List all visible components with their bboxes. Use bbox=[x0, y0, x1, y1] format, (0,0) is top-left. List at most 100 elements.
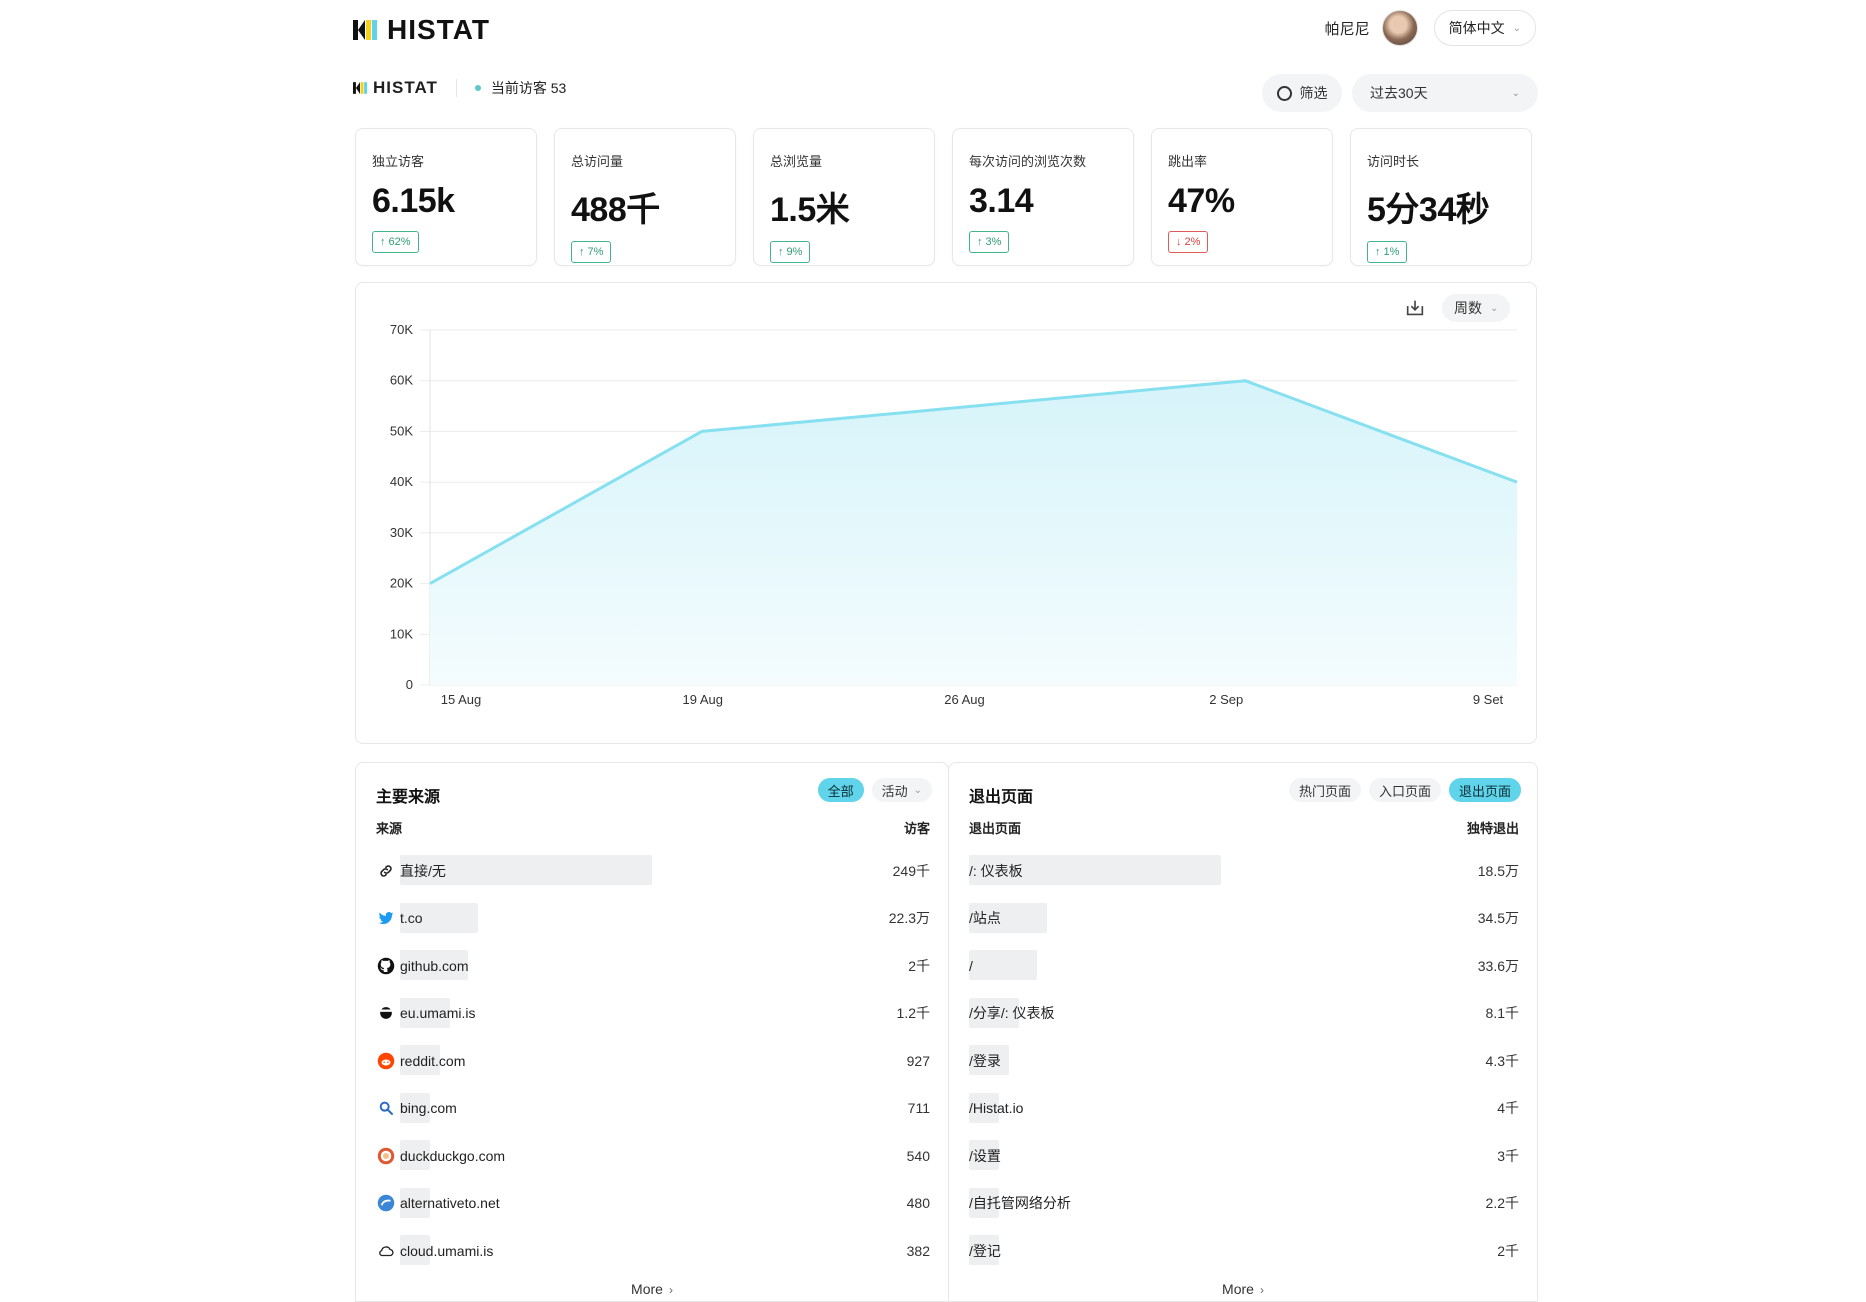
y-tick-label: 10K bbox=[390, 626, 413, 641]
row-label[interactable]: /Histat.io bbox=[969, 1100, 1023, 1116]
row-value: 4.3千 bbox=[1486, 1051, 1519, 1071]
language-select[interactable]: 简体中文 ⌄ bbox=[1434, 10, 1536, 46]
metric-card-visitors: 独立访客 6.15k ↑62% bbox=[355, 128, 537, 266]
metric-card-views: 总浏览量 1.5米 ↑9% bbox=[753, 128, 935, 266]
alternativeto-icon bbox=[376, 1193, 396, 1213]
metric-label: 跳出率 bbox=[1168, 151, 1316, 170]
row-value: 382 bbox=[907, 1243, 930, 1259]
metric-value: 5分34秒 bbox=[1367, 182, 1515, 231]
more-link[interactable]: More › bbox=[949, 1281, 1537, 1301]
tab-top-pages[interactable]: 热门页面 bbox=[1289, 778, 1361, 802]
metric-value: 6.15k bbox=[372, 182, 520, 221]
metric-change: 7% bbox=[588, 246, 604, 258]
metric-change: 1% bbox=[1384, 246, 1400, 258]
row-label[interactable]: /自托管网络分析 bbox=[969, 1193, 1071, 1213]
metrics-bar: 独立访客 6.15k ↑62% 总访问量 488千 ↑7% 总浏览量 1.5米 … bbox=[355, 128, 1532, 266]
chevron-down-icon: ⌄ bbox=[1513, 23, 1521, 34]
app-logo[interactable]: HISTAT bbox=[353, 14, 490, 46]
avatar[interactable] bbox=[1382, 10, 1418, 46]
row-label[interactable]: /分享/: 仪表板 bbox=[969, 1003, 1055, 1023]
site-name[interactable]: HISTAT bbox=[373, 78, 438, 98]
x-tick-label: 2 Sep bbox=[1209, 692, 1243, 707]
metric-value: 1.5米 bbox=[770, 182, 918, 231]
row-label[interactable]: /设置 bbox=[969, 1146, 1001, 1166]
metric-label: 总访问量 bbox=[571, 151, 719, 170]
row-value: 711 bbox=[908, 1100, 930, 1116]
list-item[interactable]: /: 仪表板 18.5万 bbox=[969, 847, 1519, 895]
row-value: 2千 bbox=[1497, 1241, 1519, 1261]
metric-change: 2% bbox=[1185, 236, 1201, 248]
row-label[interactable]: t.co bbox=[400, 910, 423, 926]
y-tick-label: 60K bbox=[390, 373, 413, 388]
row-label[interactable]: /登记 bbox=[969, 1241, 1001, 1261]
row-value: 18.5万 bbox=[1478, 861, 1519, 881]
tab-exit-pages[interactable]: 退出页面 bbox=[1449, 778, 1521, 802]
list-item[interactable]: /登记 2千 bbox=[969, 1227, 1519, 1275]
date-range-select[interactable]: 过去30天 ⌄ bbox=[1352, 74, 1538, 112]
list-item[interactable]: reddit.com 927 bbox=[376, 1037, 930, 1085]
row-label[interactable]: cloud.umami.is bbox=[400, 1243, 493, 1259]
tab-label: 入口页面 bbox=[1379, 781, 1431, 800]
list-item[interactable]: /33.6万 bbox=[969, 942, 1519, 990]
row-label[interactable]: duckduckgo.com bbox=[400, 1148, 505, 1164]
row-label[interactable]: /: 仪表板 bbox=[969, 861, 1023, 881]
row-value: 22.3万 bbox=[889, 908, 930, 928]
list-item[interactable]: t.co 22.3万 bbox=[376, 895, 930, 943]
duckduckgo-icon bbox=[376, 1146, 396, 1166]
more-label: More bbox=[1222, 1281, 1254, 1297]
list-item[interactable]: cloud.umami.is 382 bbox=[376, 1227, 930, 1275]
metric-label: 每次访问的浏览次数 bbox=[969, 151, 1117, 170]
tab-entry-pages[interactable]: 入口页面 bbox=[1369, 778, 1441, 802]
row-label[interactable]: 直接/无 bbox=[400, 861, 446, 881]
tab-all[interactable]: 全部 bbox=[818, 778, 864, 802]
chevron-right-icon: › bbox=[1260, 1283, 1264, 1297]
row-label[interactable]: /站点 bbox=[969, 908, 1001, 928]
tab-label: 活动 bbox=[882, 781, 908, 800]
column-header-unique-exits: 独特退出 bbox=[1467, 818, 1519, 837]
row-label[interactable]: bing.com bbox=[400, 1100, 457, 1116]
metric-value: 488千 bbox=[571, 182, 719, 231]
github-icon bbox=[376, 956, 396, 976]
arrow-up-icon: ↑ bbox=[380, 236, 386, 248]
tab-campaign[interactable]: 活动⌄ bbox=[872, 778, 932, 802]
list-item[interactable]: /登录 4.3千 bbox=[969, 1037, 1519, 1085]
live-visitors: 当前访客 53 bbox=[491, 78, 566, 98]
arrow-up-icon: ↑ bbox=[579, 246, 585, 258]
user-menu[interactable]: 帕尼尼 简体中文 ⌄ bbox=[1325, 10, 1536, 46]
row-label[interactable]: alternativeto.net bbox=[400, 1195, 500, 1211]
metric-change: 3% bbox=[986, 236, 1002, 248]
row-label[interactable]: eu.umami.is bbox=[400, 1005, 475, 1021]
y-tick-label: 40K bbox=[390, 474, 413, 489]
panel-title: 主要来源 bbox=[376, 783, 440, 807]
row-value: 927 bbox=[907, 1053, 930, 1069]
metric-change-badge: ↑7% bbox=[571, 241, 611, 263]
row-label[interactable]: / bbox=[969, 958, 973, 974]
umami-icon bbox=[376, 1003, 396, 1023]
more-link[interactable]: More› bbox=[356, 1281, 948, 1301]
row-label[interactable]: reddit.com bbox=[400, 1053, 465, 1069]
metric-change-badge: ↑1% bbox=[1367, 241, 1407, 263]
divider bbox=[456, 79, 457, 97]
metric-label: 访问时长 bbox=[1367, 151, 1515, 170]
list-item[interactable]: bing.com 711 bbox=[376, 1085, 930, 1133]
row-label[interactable]: github.com bbox=[400, 958, 468, 974]
filter-button[interactable]: 筛选 bbox=[1262, 74, 1342, 112]
row-label[interactable]: /登录 bbox=[969, 1051, 1001, 1071]
source-tabs: 全部 活动⌄ bbox=[818, 778, 932, 802]
user-name[interactable]: 帕尼尼 bbox=[1325, 18, 1370, 39]
